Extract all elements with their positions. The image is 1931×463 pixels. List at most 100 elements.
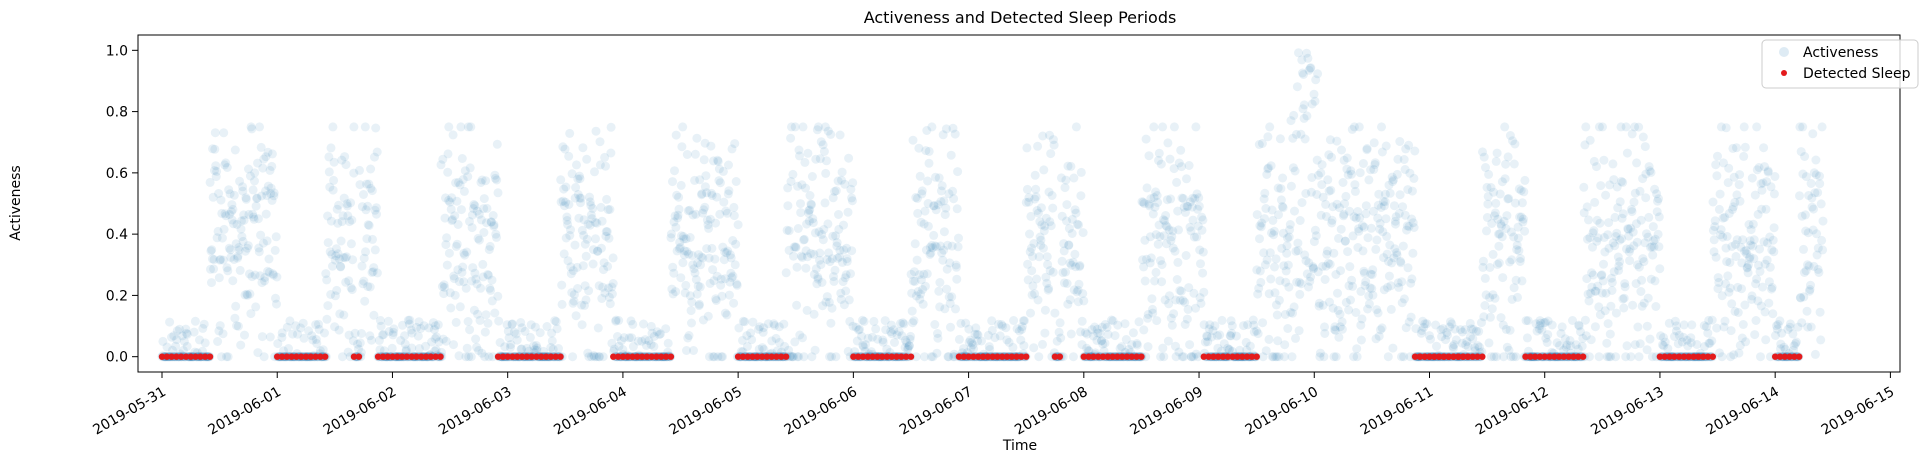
activeness-point (452, 239, 462, 249)
activeness-point (1741, 245, 1751, 255)
activeness-point (1628, 300, 1638, 310)
activeness-point (956, 318, 966, 328)
activeness-point (881, 325, 891, 335)
activeness-point (1732, 190, 1742, 200)
activeness-point (1045, 130, 1054, 140)
activeness-point (1359, 266, 1369, 276)
activeness-point (948, 352, 958, 362)
sleep-point (864, 353, 871, 360)
sleep-point (869, 353, 876, 360)
activeness-point (719, 197, 729, 207)
activeness-point (486, 217, 496, 227)
activeness-point (1265, 122, 1275, 132)
activeness-point (1335, 203, 1344, 213)
activeness-point (1039, 165, 1049, 175)
sleep-point (427, 353, 435, 360)
activeness-point (1099, 346, 1109, 356)
activeness-point (1088, 331, 1098, 341)
activeness-point (1637, 275, 1647, 285)
activeness-point (929, 201, 939, 211)
activeness-point (679, 234, 689, 244)
y-axis: 0.00.20.40.60.81.0 (106, 43, 138, 366)
activeness-point (603, 261, 613, 271)
activeness-point (1729, 350, 1739, 360)
activeness-point (1298, 104, 1308, 114)
activeness-point (1618, 177, 1628, 187)
activeness-point (869, 316, 879, 326)
activeness-point (809, 309, 819, 319)
activeness-point (1375, 224, 1385, 234)
activeness-point (1024, 197, 1034, 207)
activeness-point (253, 158, 263, 168)
activeness-point (1707, 336, 1717, 346)
activeness-point (597, 294, 607, 303)
activeness-point (378, 330, 387, 340)
activeness-point (1713, 284, 1723, 294)
activeness-point (855, 324, 865, 334)
activeness-point (1083, 346, 1093, 355)
activeness-point (969, 344, 979, 354)
activeness-point (1494, 229, 1504, 239)
activeness-point (1640, 142, 1650, 152)
activeness-point (595, 352, 604, 362)
activeness-point (1353, 207, 1363, 216)
activeness-point (1573, 344, 1583, 354)
activeness-point (447, 193, 457, 203)
activeness-point (1346, 166, 1356, 176)
activeness-point (162, 342, 172, 352)
activeness-point (1383, 282, 1392, 292)
activeness-point (1367, 270, 1377, 280)
activeness-point (1168, 243, 1178, 253)
activeness-point (450, 211, 460, 221)
activeness-point (724, 186, 734, 196)
activeness-point (1626, 223, 1636, 233)
activeness-point (1592, 162, 1601, 172)
activeness-point (1405, 168, 1415, 178)
activeness-point (1158, 343, 1168, 353)
activeness-point (934, 286, 944, 296)
activeness-point (1048, 203, 1058, 213)
activeness-point (1012, 324, 1022, 334)
activeness-point (1364, 175, 1374, 185)
activeness-point (1634, 352, 1644, 362)
activeness-point (584, 286, 594, 296)
activeness-point (1100, 320, 1110, 329)
activeness-point (333, 218, 343, 228)
activeness-point (479, 228, 489, 237)
activeness-point (1159, 352, 1169, 362)
activeness-point (1753, 209, 1763, 219)
activeness-point (1480, 273, 1490, 283)
activeness-point (1329, 248, 1339, 258)
activeness-point (1263, 132, 1273, 142)
activeness-point (579, 215, 589, 225)
activeness-point (931, 172, 940, 182)
activeness-point (339, 253, 348, 262)
activeness-point (711, 296, 721, 305)
activeness-point (1717, 352, 1727, 362)
activeness-point (1805, 285, 1815, 294)
activeness-point (1809, 204, 1818, 214)
activeness-point (1737, 333, 1747, 343)
activeness-point (384, 316, 393, 326)
activeness-point (1068, 257, 1078, 267)
activeness-point (919, 219, 929, 229)
activeness-point (398, 320, 407, 330)
activeness-point (1596, 271, 1606, 280)
activeness-point (375, 345, 385, 355)
activeness-point (1513, 292, 1522, 302)
activeness-point (1510, 139, 1520, 149)
sleep-point (955, 353, 963, 360)
activeness-point (1749, 235, 1759, 245)
activeness-point (236, 224, 246, 234)
activeness-point (626, 316, 636, 326)
sleep-point (432, 353, 439, 360)
activeness-point (1388, 343, 1398, 353)
activeness-point (323, 301, 333, 311)
activeness-point (1497, 177, 1507, 187)
activeness-point (562, 212, 572, 222)
activeness-point (928, 352, 938, 362)
activeness-point (459, 277, 469, 287)
activeness-point (669, 217, 679, 227)
activeness-point (1036, 240, 1046, 250)
activeness-point (995, 331, 1005, 341)
